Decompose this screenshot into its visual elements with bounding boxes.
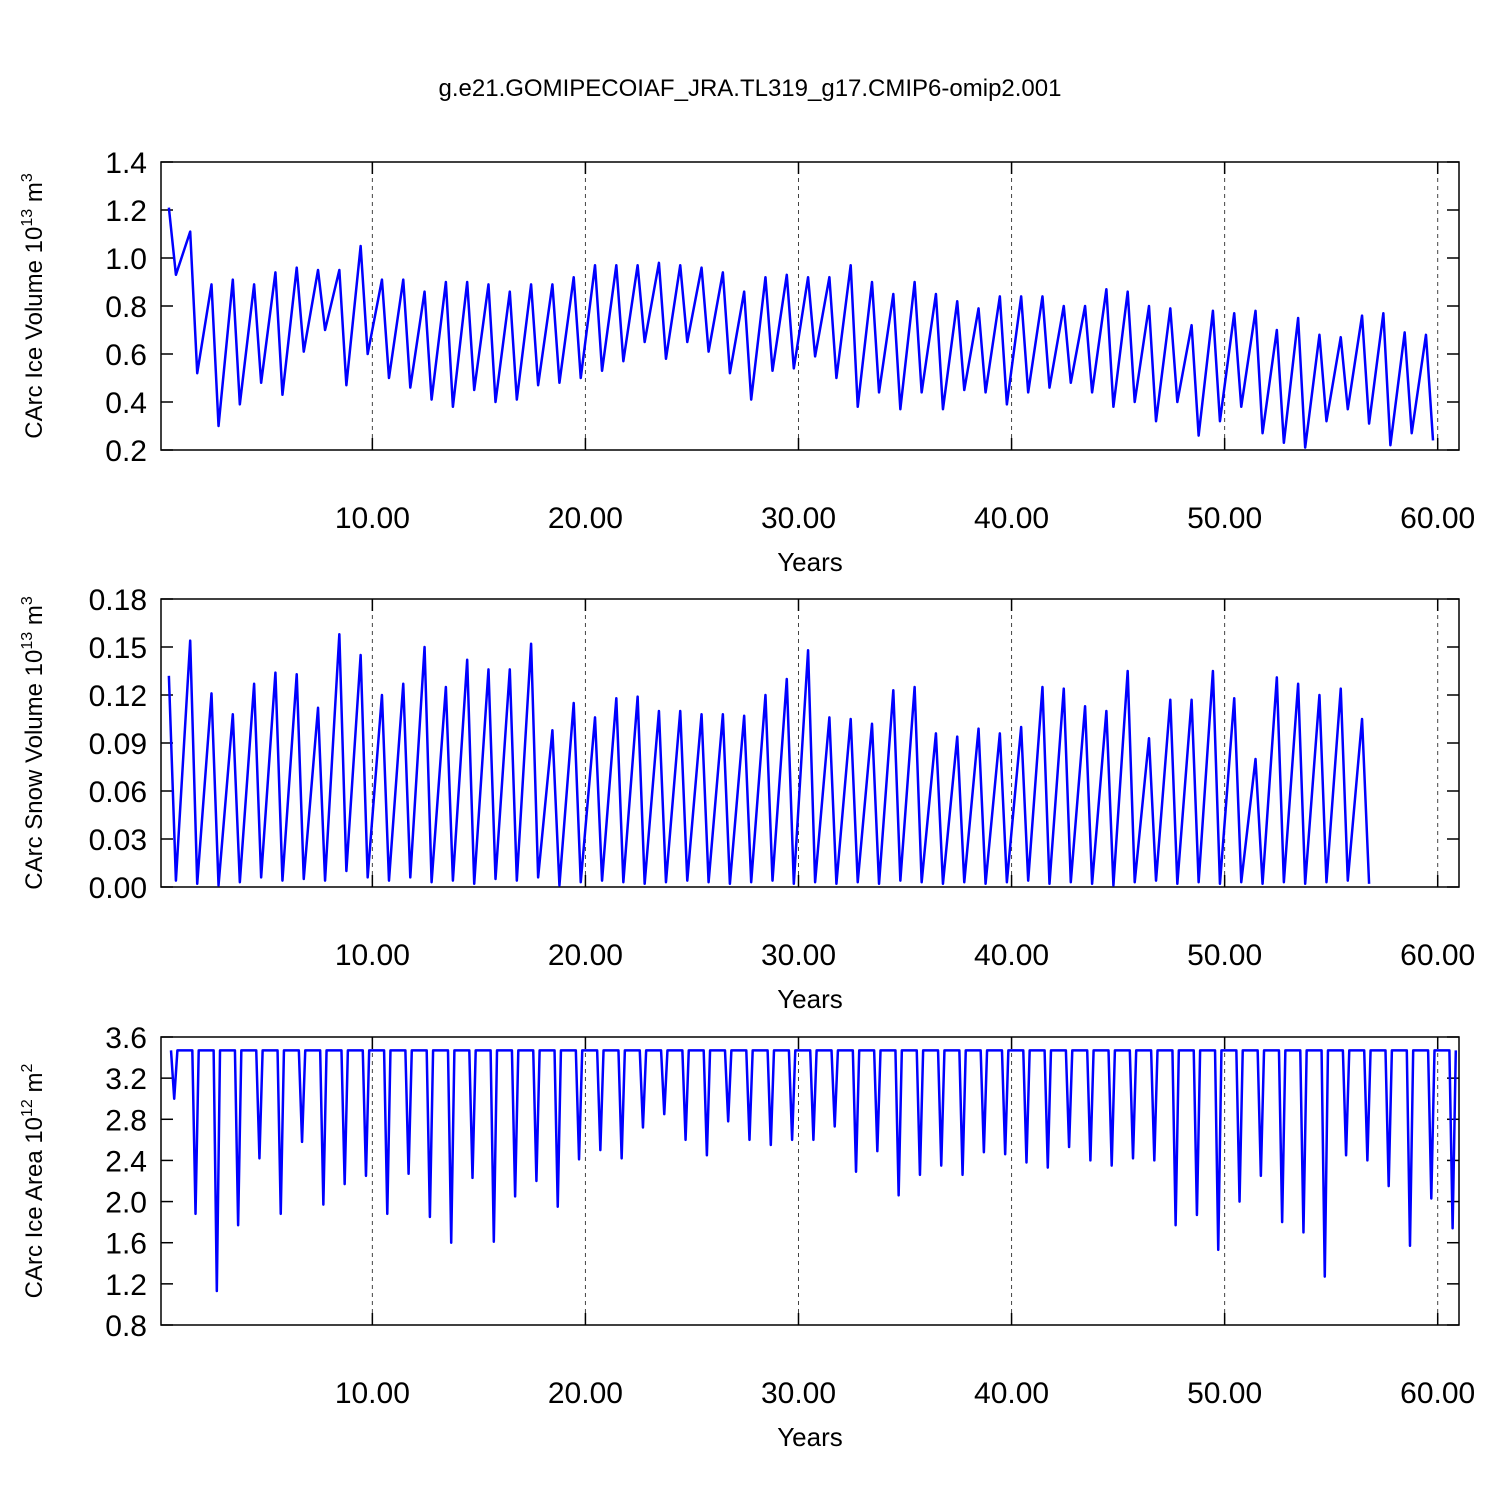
x-tick-label: 10.00 [335,502,410,535]
y-tick-label: 0.15 [89,632,147,665]
x-tick-label: 40.00 [974,502,1049,535]
x-axis-title: Years [777,984,843,1014]
y-axis-title: CArc Ice Area 1012 m2 [19,1064,48,1299]
plot-frame [160,598,1460,888]
x-tick-label: 20.00 [548,502,623,535]
x-tick-label: 60.00 [1400,1377,1475,1410]
y-tick-label: 0.00 [89,872,147,905]
data-line [167,207,1435,449]
y-axis-title-exponent: 2 [19,1064,36,1073]
y-axis-title-part: CArc Snow Volume 10 [21,650,48,890]
y-axis-title-part: m [21,182,48,209]
y-axis-title-exponent: 13 [19,209,36,227]
y-tick-label: 0.4 [105,387,147,420]
y-tick-label: 1.2 [105,1269,147,1302]
y-axis-title-part: CArc Ice Area 10 [21,1117,48,1298]
y-axis-title: CArc Ice Volume 1013 m3 [19,173,48,439]
x-axis-title: Years [777,1422,843,1452]
y-tick-label: 0.18 [89,584,147,617]
y-axis-title-exponent: 3 [19,173,36,182]
x-tick-label: 20.00 [548,939,623,972]
x-tick-label: 50.00 [1187,502,1262,535]
y-tick-label: 1.6 [105,1228,147,1261]
x-tick-label: 40.00 [974,939,1049,972]
y-tick-label: 0.2 [105,435,147,468]
x-tick-label: 50.00 [1187,1377,1262,1410]
y-tick-label: 0.6 [105,339,147,372]
x-tick-label: 30.00 [761,502,836,535]
y-tick-label: 3.2 [105,1063,147,1096]
x-tick-label: 40.00 [974,1377,1049,1410]
x-axis-title: Years [777,547,843,577]
y-tick-label: 2.4 [105,1145,147,1178]
chart-title: g.e21.GOMIPECOIAF_JRA.TL319_g17.CMIP6-om… [439,75,1062,102]
y-tick-label: 0.8 [105,291,147,324]
x-tick-label: 10.00 [335,939,410,972]
y-tick-label: 1.4 [105,147,147,180]
x-tick-label: 10.00 [335,1377,410,1410]
y-axis-title-exponent: 12 [19,1099,36,1117]
y-tick-label: 2.0 [105,1187,147,1220]
y-axis-title-part: m [21,1073,48,1100]
y-axis-title-exponent: 3 [19,596,36,605]
y-tick-label: 0.8 [105,1310,147,1343]
x-tick-label: 20.00 [548,1377,623,1410]
data-line [167,632,1371,887]
plot-frame [160,1036,1460,1326]
y-axis-title-part: m [21,605,48,632]
y-tick-label: 0.06 [89,776,147,809]
plot-frame [160,161,1460,451]
y-tick-label: 0.12 [89,680,147,713]
x-tick-label: 60.00 [1400,939,1475,972]
x-tick-label: 60.00 [1400,502,1475,535]
y-tick-label: 3.6 [105,1022,147,1055]
x-tick-label: 30.00 [761,939,836,972]
x-tick-label: 30.00 [761,1377,836,1410]
y-tick-label: 1.0 [105,243,147,276]
y-tick-label: 0.09 [89,728,147,761]
y-axis-title: CArc Snow Volume 1013 m3 [19,596,48,890]
y-axis-title-part: CArc Ice Volume 10 [21,227,48,439]
data-line [169,1049,1458,1293]
y-tick-label: 0.03 [89,824,147,857]
y-tick-label: 2.8 [105,1104,147,1137]
y-tick-label: 1.2 [105,195,147,228]
y-axis-title-exponent: 13 [19,632,36,650]
x-tick-label: 50.00 [1187,939,1262,972]
